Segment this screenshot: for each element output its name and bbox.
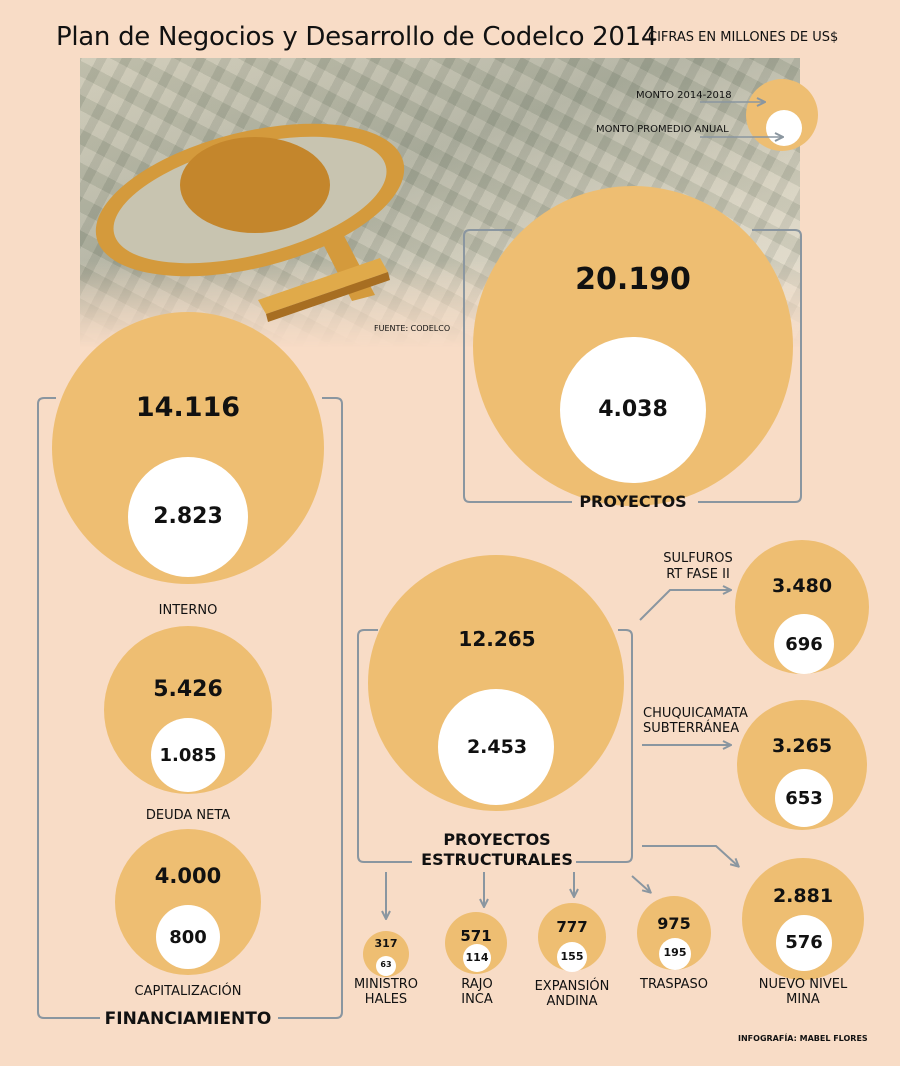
ministro-hales-label-1: MINISTRO <box>353 977 419 992</box>
traspaso-annual: 195 <box>663 946 687 959</box>
nuevo-nivel-label-1: NUEVO NIVEL <box>758 977 848 992</box>
traspaso-annual-bubble <box>659 938 691 970</box>
interno-annual: 2.823 <box>153 504 223 529</box>
interno-total: 14.116 <box>135 392 241 423</box>
arrow-to-traspaso <box>631 875 650 892</box>
deuda-label: DEUDA NETA <box>145 808 231 823</box>
legend-total-label: MONTO 2014-2018 <box>636 90 732 101</box>
chuquicamata-annual-bubble <box>775 769 833 827</box>
chuquicamata-label-1: CHUQUICAMATA <box>643 706 748 721</box>
estructurales-total: 12.265 <box>458 627 536 651</box>
deuda-total: 5.426 <box>153 677 223 702</box>
credit-note: INFOGRAFÍA: MABEL FLORES <box>738 1034 868 1043</box>
rajo-inca-total: 571 <box>460 927 492 945</box>
nuevo-nivel-label-2: MINA <box>786 992 820 1007</box>
sulfuros-bubble <box>735 540 869 674</box>
financiamiento-label: FINANCIAMIENTO <box>104 1009 272 1029</box>
ministro-hales-total: 317 <box>374 937 398 950</box>
capitalizacion-label: CAPITALIZACIÓN <box>134 984 242 999</box>
estructurales-annual-bubble <box>438 689 554 805</box>
financiamiento-bracket <box>37 397 343 1019</box>
legend-annual-label: MONTO PROMEDIO ANUAL <box>596 124 729 135</box>
expansion-andina-bubble <box>538 903 606 971</box>
chuquicamata-annual: 653 <box>785 788 823 809</box>
expansion-andina-label-2: ANDINA <box>546 994 598 1009</box>
expansion-andina-annual: 155 <box>560 950 584 963</box>
interno-bubble <box>52 312 324 584</box>
ministro-hales-label-2: HALES <box>364 992 408 1007</box>
ministro-hales-annual: 63 <box>380 960 392 969</box>
sulfuros-label-2: RT FASE II <box>666 567 730 582</box>
estructurales-label-2: ESTRUCTURALES <box>421 850 573 869</box>
sulfuros-annual-bubble <box>774 614 834 674</box>
proyectos-total: 20.190 <box>575 262 691 297</box>
estructurales-annual: 2.453 <box>466 736 528 758</box>
ministro-hales-bubble <box>363 931 409 977</box>
nuevo-nivel-annual: 576 <box>785 932 823 953</box>
traspaso-bubble <box>637 896 711 970</box>
traspaso-total: 975 <box>657 914 691 933</box>
venus-symbol-icon <box>95 123 405 322</box>
estructurales-bracket <box>357 629 633 863</box>
chuquicamata-label-2: SUBTERRÁNEA <box>643 721 740 736</box>
nuevo-nivel-annual-bubble <box>776 915 832 971</box>
rajo-inca-label-1: RAJO <box>461 977 493 992</box>
nuevo-nivel-total: 2.881 <box>772 885 834 907</box>
deuda-bubble <box>104 626 272 794</box>
rajo-inca-label-2: INCA <box>461 992 493 1007</box>
chuquicamata-bubble <box>737 700 867 830</box>
proyectos-annual: 4.038 <box>598 397 668 422</box>
arrow-to-nuevo-nivel <box>642 845 738 866</box>
capitalizacion-total: 4.000 <box>154 864 222 888</box>
units-note: CIFRAS EN MILLONES DE US$ <box>648 30 839 45</box>
estructurales-label-1: PROYECTOS <box>443 830 551 849</box>
expansion-andina-annual-bubble <box>557 942 587 972</box>
sulfuros-annual: 696 <box>785 634 823 655</box>
deuda-annual: 1.085 <box>159 745 217 766</box>
rajo-inca-annual-bubble <box>463 944 491 972</box>
arrow-to-sulfuros <box>639 590 730 621</box>
sulfuros-total: 3.480 <box>771 575 833 597</box>
capitalizacion-bubble <box>115 829 261 975</box>
expansion-andina-total: 777 <box>556 918 588 936</box>
traspaso-label: TRASPASO <box>640 977 708 992</box>
chuquicamata-total: 3.265 <box>771 735 833 757</box>
capitalizacion-annual: 800 <box>169 927 207 948</box>
deuda-annual-bubble <box>151 718 225 792</box>
legend-bubble-annual <box>766 110 802 146</box>
page-title: Plan de Negocios y Desarrollo de Codelco… <box>56 22 658 52</box>
expansion-andina-label-1: EXPANSIÓN <box>534 979 610 994</box>
estructurales-bubble <box>368 555 624 811</box>
sulfuros-label-1: SULFUROS <box>663 551 733 566</box>
capitalizacion-annual-bubble <box>156 905 220 969</box>
interno-label: INTERNO <box>158 603 218 618</box>
interno-annual-bubble <box>128 457 248 577</box>
source-note: FUENTE: CODELCO <box>374 324 451 333</box>
proyectos-bracket <box>463 229 802 503</box>
proyectos-label: PROYECTOS <box>579 492 687 511</box>
proyectos-annual-bubble <box>560 337 706 483</box>
ministro-hales-annual-bubble <box>376 956 396 976</box>
rajo-inca-bubble <box>445 912 507 974</box>
rajo-inca-annual: 114 <box>465 951 489 964</box>
